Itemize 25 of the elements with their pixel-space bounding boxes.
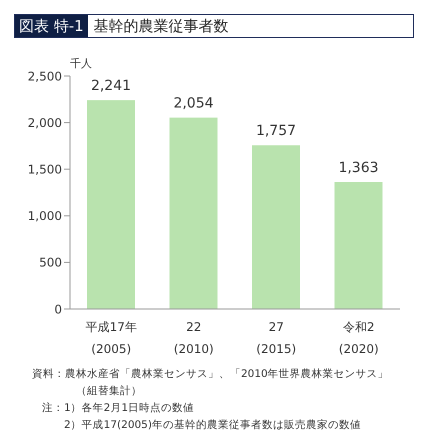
text: 注：1）各年2月1日時点の数値 <box>41 401 196 416</box>
x-tick-label: 22 (2010) <box>174 320 214 356</box>
y-tick-label: 500 <box>39 256 62 270</box>
text: 資料：農林水産省「農林業センサス」、「2010年世界農林業センサス」 <box>32 367 389 382</box>
bar <box>170 118 218 309</box>
x-tick-label: 27 (2015) <box>256 320 296 356</box>
bar <box>87 100 135 309</box>
bar <box>252 145 300 309</box>
y-tick-label: 0 <box>54 302 62 316</box>
y-axis-title: 千人 <box>70 56 92 71</box>
text: 2）平成17(2005)年の基幹的農業従事者数は販売農家の数値 <box>63 418 362 433</box>
y-tick-label: 1,000 <box>28 209 62 224</box>
data-label: 2,054 <box>173 96 214 112</box>
x-tick-label: 平成17年 (2005) <box>86 320 137 356</box>
data-label: 1,363 <box>338 160 379 176</box>
bar <box>334 182 382 309</box>
data-label: 2,241 <box>90 78 132 94</box>
data-label: 1,757 <box>256 123 296 140</box>
y-tick-label: 1,500 <box>28 162 62 176</box>
text: （組替集計） <box>75 384 143 399</box>
y-tick-label: 2,500 <box>28 69 62 84</box>
text: 図表 特-1 <box>15 15 88 37</box>
chart-title: 基幹的農業従事者数 <box>94 16 229 36</box>
x-tick-label: 令和2 (2020) <box>338 320 379 356</box>
y-tick-label: 2,000 <box>28 116 62 130</box>
